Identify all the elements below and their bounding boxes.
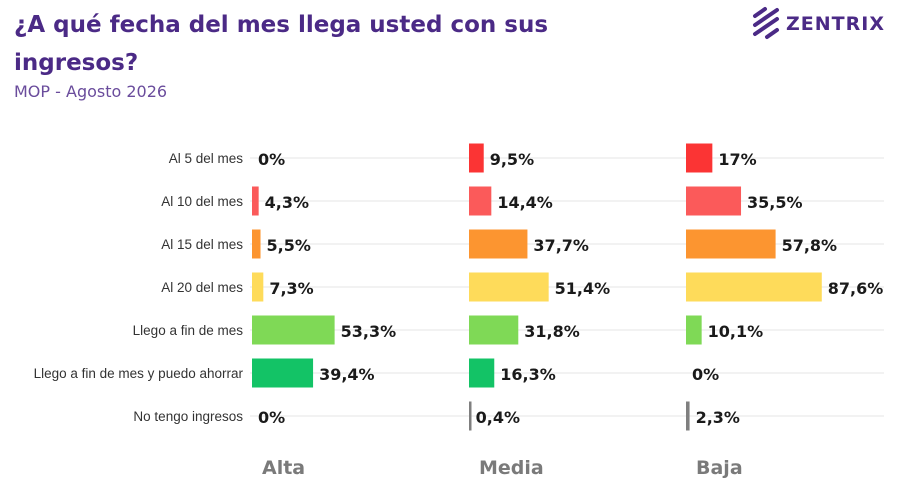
bar	[686, 315, 702, 345]
bar	[469, 143, 484, 173]
data-label: 0%	[258, 150, 285, 169]
bar	[469, 401, 472, 431]
bar	[252, 358, 314, 388]
logo-text: ZENTRIX	[786, 13, 885, 35]
bar	[252, 186, 259, 216]
bar	[686, 229, 776, 259]
data-label: 37,7%	[533, 236, 589, 255]
data-label: 0%	[692, 365, 719, 384]
bar	[686, 143, 713, 173]
series-title: Baja	[696, 457, 743, 479]
brand-logo: ZENTRIX	[752, 6, 885, 42]
bar	[252, 315, 335, 345]
bar	[686, 186, 742, 216]
data-label: 51,4%	[555, 279, 611, 298]
category-label: Al 15 del mes	[161, 237, 243, 252]
data-label: 10,1%	[708, 322, 764, 341]
data-label: 0%	[258, 408, 285, 427]
bar	[469, 272, 549, 302]
data-label: 9,5%	[490, 150, 534, 169]
chart-subtitle: MOP - Agosto 2026	[14, 82, 168, 101]
data-label: 39,4%	[319, 365, 375, 384]
category-label: No tengo ingresos	[133, 409, 243, 424]
data-label: 0,4%	[476, 408, 520, 427]
category-label: Llego a fin de mes	[133, 323, 244, 338]
data-label: 16,3%	[500, 365, 556, 384]
category-label: Al 20 del mes	[161, 280, 243, 295]
category-label: Al 5 del mes	[169, 151, 244, 166]
data-label: 4,3%	[265, 193, 309, 212]
data-label: 2,3%	[696, 408, 740, 427]
data-label: 7,3%	[269, 279, 313, 298]
chart-title: ¿A qué fecha del mes llega usted con sus…	[14, 12, 549, 76]
data-label: 35,5%	[747, 193, 803, 212]
data-label: 14,4%	[497, 193, 553, 212]
bar	[469, 229, 528, 259]
bar	[252, 272, 264, 302]
data-label: 31,8%	[524, 322, 580, 341]
data-label: 87,6%	[828, 279, 884, 298]
data-label: 53,3%	[341, 322, 397, 341]
logo-mark-icon	[753, 7, 779, 39]
bar	[252, 229, 261, 259]
bar	[686, 401, 690, 431]
data-label: 57,8%	[782, 236, 838, 255]
bar	[686, 272, 822, 302]
category-label: Al 10 del mes	[161, 194, 243, 209]
series-title: Media	[479, 457, 544, 479]
data-label: 5,5%	[267, 236, 311, 255]
bar	[469, 358, 495, 388]
bar	[469, 186, 492, 216]
bar	[469, 315, 519, 345]
data-label: 17%	[718, 150, 756, 169]
series-title: Alta	[262, 457, 305, 479]
category-label: Llego a fin de mes y puedo ahorrar	[34, 366, 244, 381]
